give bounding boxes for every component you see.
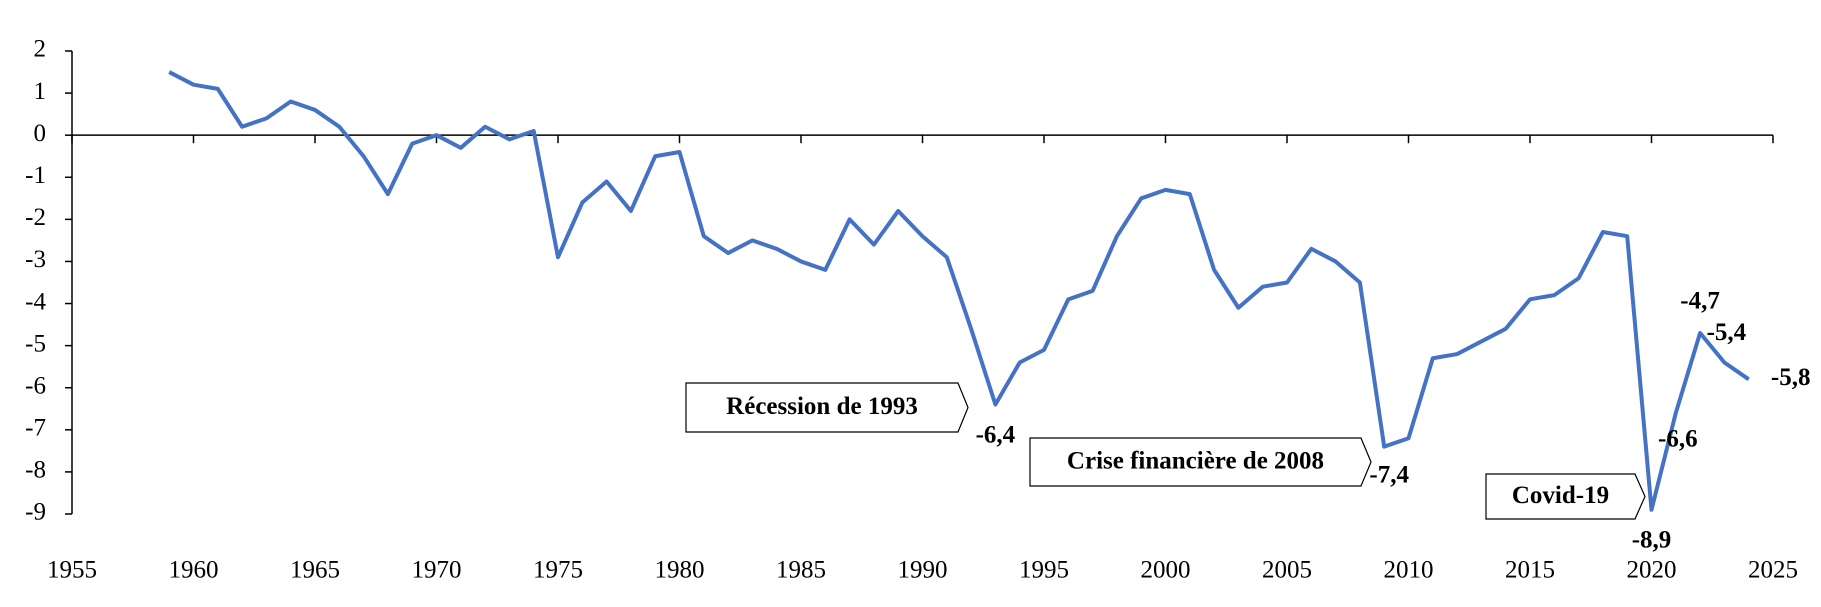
x-tick-label: 1990 [898, 557, 948, 584]
data-line [168, 70, 1750, 512]
value-label: -5,4 [1707, 319, 1747, 346]
y-tick-label: 2 [34, 36, 47, 63]
x-tick-label: 2010 [1384, 557, 1434, 584]
annotation-label: Covid-19 [1512, 482, 1609, 509]
annotation-box [1029, 437, 1372, 487]
y-tick-label: -9 [25, 499, 46, 526]
x-tick-label: 1955 [47, 557, 97, 584]
x-tick-label: 2000 [1141, 557, 1191, 584]
annotation-box [1485, 473, 1646, 520]
y-tick-label: -5 [25, 330, 46, 357]
y-tick-label: -7 [25, 415, 46, 442]
x-tick-label: 1995 [1019, 557, 1069, 584]
x-tick-label: 2015 [1505, 557, 1555, 584]
x-tick-label: 2020 [1627, 557, 1677, 584]
x-tick-label: 2005 [1262, 557, 1312, 584]
x-tick-label: 1980 [655, 557, 705, 584]
x-tick-label: 2025 [1748, 557, 1798, 584]
annotation-label: Crise financière de 2008 [1067, 448, 1324, 475]
y-tick-label: -3 [25, 246, 46, 273]
annotation-box [685, 382, 969, 433]
x-tick-label: 1965 [290, 557, 340, 584]
y-tick-label: 1 [34, 78, 47, 105]
value-label: -8,9 [1632, 527, 1672, 554]
annotation-label: Récession de 1993 [726, 393, 918, 420]
x-tick-label: 1970 [412, 557, 462, 584]
y-tick-label: 0 [34, 120, 47, 147]
x-tick-label: 1960 [169, 557, 219, 584]
y-tick-label: -1 [25, 162, 46, 189]
value-label: -5,8 [1771, 364, 1811, 391]
x-tick-label: 1975 [533, 557, 583, 584]
value-label: -6,4 [976, 421, 1016, 448]
value-label: -7,4 [1369, 461, 1409, 488]
y-tick-label: -8 [25, 457, 46, 484]
value-label: -6,6 [1658, 426, 1698, 453]
y-tick-label: -2 [25, 204, 46, 231]
x-tick-label: 1985 [776, 557, 826, 584]
value-label: -4,7 [1680, 288, 1720, 315]
y-tick-label: -6 [25, 372, 46, 399]
y-tick-label: -4 [25, 288, 46, 315]
